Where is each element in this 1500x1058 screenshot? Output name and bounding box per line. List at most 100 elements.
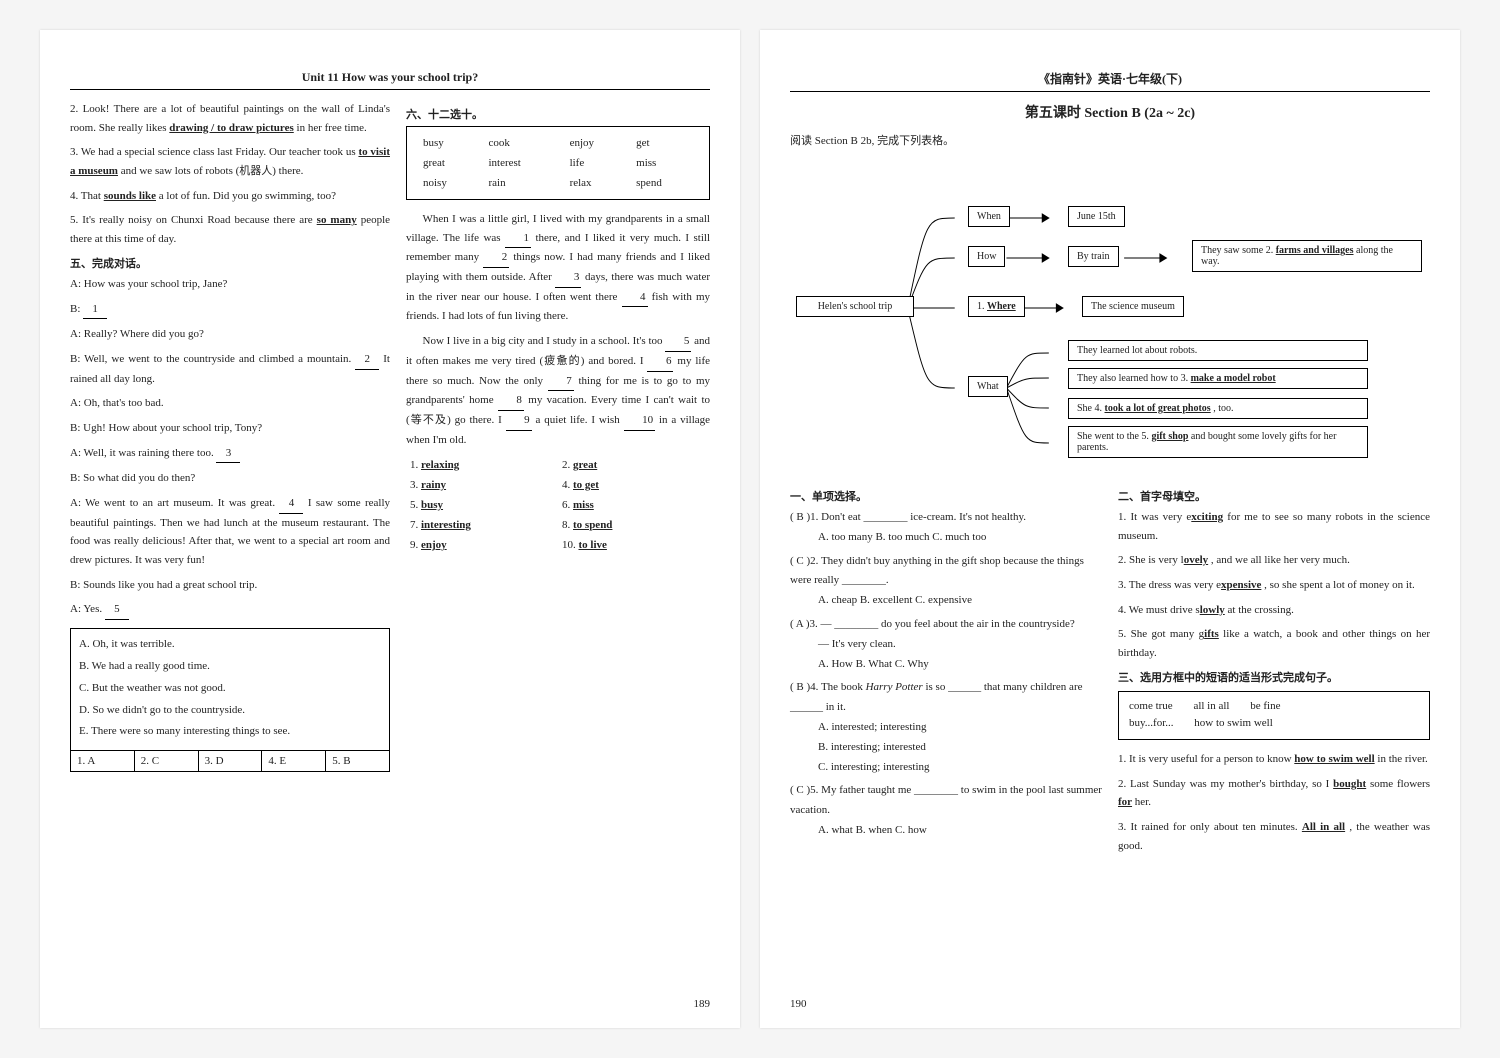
dlg-10: B: Sounds like you had a great school tr…	[70, 576, 390, 595]
mc-5-q: ( C )5. My father taught me ________ to …	[790, 781, 1102, 821]
mc-2-opts: A. cheap B. excellent C. expensive	[790, 591, 1102, 611]
q4: 4. That sounds like a lot of fun. Did yo…	[70, 187, 390, 206]
ca-10: to live	[579, 539, 607, 551]
fill-4: 4. We must drive slowly at the crossing.	[1118, 601, 1430, 620]
ca-1n: 1.	[410, 459, 418, 471]
fill-1: 1. It was very exciting for me to see so…	[1118, 508, 1430, 545]
ans-1: 1. A	[71, 751, 135, 771]
wb-23: spend	[630, 173, 699, 193]
ca-8n: 8.	[562, 519, 570, 531]
f2c: , and we all like her very much.	[1208, 554, 1350, 566]
f1b: xciting	[1191, 511, 1223, 523]
dlg-4: B: Well, we went to the countryside and …	[70, 350, 390, 388]
page-left: Unit 11 How was your school trip? 2. Loo…	[40, 30, 740, 1028]
left-col-a: 2. Look! There are a lot of beautiful pa…	[70, 100, 390, 772]
concept-diagram: Helen's school trip When June 15th How B…	[790, 158, 1430, 468]
node-when-val: June 15th	[1068, 206, 1125, 227]
dlg-7: A: Well, it was raining there too. 3	[70, 444, 390, 464]
ca-4n: 4.	[562, 479, 570, 491]
q3: 3. We had a special science class last F…	[70, 143, 390, 180]
dlg-1: A: How was your school trip, Jane?	[70, 275, 390, 294]
mc-1-opts: A. too many B. too much C. much too	[790, 528, 1102, 548]
dlg-b4: 4	[279, 494, 303, 514]
f3a: 3. The dress was very e	[1118, 579, 1221, 591]
f4a: 4. We must drive s	[1118, 604, 1200, 616]
q3-text: 3. We had a special science class last F…	[70, 146, 356, 158]
opt-a: A. Oh, it was terrible.	[79, 635, 381, 655]
node-what-4: She went to the 5. gift shop and bought …	[1068, 426, 1368, 458]
ans-4: 4. E	[262, 751, 326, 771]
p2b: bought	[1333, 778, 1366, 790]
p2d: for	[1118, 796, 1132, 808]
dlg-3: A: Really? Where did you go?	[70, 325, 390, 344]
right-page-num: 190	[790, 998, 807, 1010]
section1-label: 一、单项选择。	[790, 488, 1102, 504]
ca-6n: 6.	[562, 499, 570, 511]
p2a: 2. Last Sunday was my mother's birthday,…	[1118, 778, 1333, 790]
ans-5: 5. B	[326, 751, 389, 771]
mc-4: ( B )4. The book Harry Potter is so ____…	[790, 678, 1102, 777]
options-box: A. Oh, it was terrible. B. We had a real…	[70, 628, 390, 772]
wb-21: rain	[482, 173, 563, 193]
node-how-val: By train	[1068, 246, 1119, 267]
ca-3n: 3.	[410, 479, 418, 491]
q2-tail: in her free time.	[297, 122, 367, 134]
node-where: 1. Where	[968, 296, 1025, 317]
cl-b3: 3	[555, 268, 581, 288]
pb-2: be fine	[1250, 698, 1280, 716]
node-what-1: They learned lot about robots.	[1068, 340, 1368, 361]
page-right: 《指南针》英语·七年级(下) 第五课时 Section B (2a ~ 2c) …	[760, 30, 1460, 1028]
f5a: 5. She got many g	[1118, 628, 1204, 640]
options-list: A. Oh, it was terrible. B. We had a real…	[71, 629, 389, 750]
section3-label: 三、选用方框中的短语的适当形式完成句子。	[1118, 669, 1430, 685]
dlg-11a: A: Yes.	[70, 603, 102, 615]
ca-7: interesting	[421, 519, 471, 531]
mc-2: ( C )2. They didn't buy anything in the …	[790, 552, 1102, 611]
options-answers: 1. A 2. C 3. D 4. E 5. B	[71, 750, 389, 771]
section6-label: 六、十二选十。	[406, 106, 710, 122]
ca-5n: 5.	[410, 499, 418, 511]
lesson-title: 第五课时 Section B (2a ~ 2c)	[790, 102, 1430, 122]
phrase-box: come true all in all be fine buy...for..…	[1118, 691, 1430, 740]
q4-text: 4. That	[70, 190, 101, 202]
ca-9n: 9.	[410, 539, 418, 551]
opt-c: C. But the weather was not good.	[79, 679, 381, 699]
f5b: ifts	[1204, 628, 1219, 640]
fill-5: 5. She got many gifts like a watch, a bo…	[1118, 625, 1430, 662]
cloze-answers: 1. relaxing2. great 3. rainy4. to get 5.…	[406, 457, 710, 553]
dlg-b3: 3	[216, 444, 240, 464]
cloze-p2: Now I live in a big city and I study in …	[406, 332, 710, 449]
node-root: Helen's school trip	[796, 296, 914, 317]
q2: 2. Look! There are a lot of beautiful pa…	[70, 100, 390, 137]
wb-12: life	[564, 153, 631, 173]
cl-b6: 6	[647, 352, 673, 372]
pb-1: all in all	[1193, 698, 1229, 716]
mc-1: ( B )1. Don't eat ________ ice-cream. It…	[790, 508, 1102, 548]
pb-3: buy...for...	[1129, 715, 1174, 733]
wb-00: busy	[417, 133, 482, 153]
left-page-num: 189	[694, 998, 711, 1010]
cl-b9: 9	[506, 411, 532, 431]
right-col-b: 二、首字母填空。 1. It was very exciting for me …	[1118, 482, 1430, 861]
q3-tail: and we saw lots of robots (机器人) there.	[121, 165, 304, 177]
q4-tail: a lot of fun. Did you go swimming, too?	[159, 190, 336, 202]
node-how: How	[968, 246, 1005, 267]
right-columns: 一、单项选择。 ( B )1. Don't eat ________ ice-c…	[790, 482, 1430, 861]
dlg-2a: B:	[70, 303, 80, 315]
section5-label: 五、完成对话。	[70, 255, 390, 271]
ca-9: enjoy	[421, 539, 447, 551]
mc-5: ( C )5. My father taught me ________ to …	[790, 781, 1102, 840]
ca-3: rainy	[421, 479, 446, 491]
q5-text: 5. It's really noisy on Chunxi Road beca…	[70, 214, 313, 226]
p1b: how to swim well	[1294, 753, 1374, 765]
p2e: her.	[1132, 796, 1151, 808]
node-how-detail: They saw some 2. farms and villages alon…	[1192, 240, 1422, 272]
node-what-3: She 4. took a lot of great photos , too.	[1068, 398, 1368, 419]
ph-2: 2. Last Sunday was my mother's birthday,…	[1118, 775, 1430, 812]
node-when: When	[968, 206, 1010, 227]
p1c: in the river.	[1375, 753, 1428, 765]
fill-2: 2. She is very lovely , and we all like …	[1118, 551, 1430, 570]
cl-b7: 7	[548, 372, 574, 392]
instruction: 阅读 Section B 2b, 完成下列表格。	[790, 132, 1430, 148]
wb-03: get	[630, 133, 699, 153]
